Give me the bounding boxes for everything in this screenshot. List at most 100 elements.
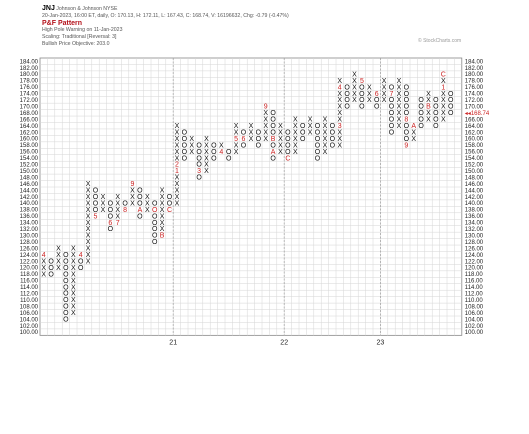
month-marker: 4 [338, 84, 342, 91]
x-box: X [263, 110, 268, 117]
o-box: O [78, 258, 84, 265]
month-marker: 5 [94, 213, 98, 220]
o-box: O [63, 258, 69, 265]
o-box: O [404, 123, 410, 130]
y-tick-label-left: 120.00 [20, 266, 39, 272]
x-box: X [293, 149, 298, 156]
x-box: X [382, 97, 387, 104]
x-box: X [56, 265, 61, 272]
o-box: O [256, 129, 262, 136]
x-box: X [86, 194, 91, 201]
x-box: X [175, 129, 180, 136]
o-box: O [359, 97, 365, 104]
y-tick-label-left: 146.00 [20, 182, 39, 188]
x-box: X [337, 136, 342, 143]
x-box: X [71, 246, 76, 253]
o-box: O [211, 149, 217, 156]
y-tick-label-right: 108.00 [465, 304, 484, 310]
o-box: O [448, 97, 454, 104]
o-box: O [63, 265, 69, 272]
y-tick-label-right: 128.00 [465, 240, 484, 246]
x-box: X [441, 110, 446, 117]
o-box: O [196, 149, 202, 156]
o-box: O [270, 142, 276, 149]
o-box: O [270, 155, 276, 162]
o-box: O [418, 117, 424, 124]
o-box: O [48, 258, 54, 265]
x-box: X [337, 142, 342, 149]
o-box: O [63, 271, 69, 278]
y-tick-label-left: 130.00 [20, 233, 39, 239]
x-box: X [337, 91, 342, 98]
y-tick-label-left: 170.00 [20, 104, 39, 110]
x-box: X [86, 246, 91, 253]
y-tick-label-right: 132.00 [465, 227, 484, 233]
x-box: X [293, 142, 298, 149]
x-box: X [382, 78, 387, 85]
x-box: X [367, 97, 372, 104]
x-box: X [441, 104, 446, 111]
x-box: X [397, 97, 402, 104]
x-box: X [130, 200, 135, 207]
month-marker: 8 [404, 117, 408, 124]
o-box: O [404, 110, 410, 117]
x-box: X [86, 188, 91, 195]
o-box: O [78, 265, 84, 272]
y-tick-label-right: 152.00 [465, 163, 484, 169]
o-box: O [167, 200, 173, 207]
o-box: O [315, 136, 321, 143]
x-box: X [308, 129, 313, 136]
x-box: X [337, 97, 342, 104]
x-box: X [160, 213, 165, 220]
x-box: X [160, 207, 165, 214]
y-tick-label-right: 180.00 [465, 72, 484, 78]
x-tick-label: 21 [169, 339, 177, 346]
x-box: X [145, 207, 150, 214]
x-box: X [323, 123, 328, 130]
x-box: X [278, 123, 283, 130]
x-box: X [323, 129, 328, 136]
x-box: X [175, 136, 180, 143]
y-tick-label-right: 122.00 [465, 259, 484, 265]
month-marker: C [167, 207, 172, 214]
month-marker: 9 [131, 181, 135, 188]
o-box: O [196, 175, 202, 182]
x-box: X [175, 194, 180, 201]
last-price-label: ◂◂168.74 [465, 111, 490, 117]
o-box: O [137, 213, 143, 220]
y-tick-label-right: 134.00 [465, 221, 484, 227]
x-box: X [56, 258, 61, 265]
y-tick-label-right: 164.00 [465, 124, 484, 130]
x-box: X [160, 200, 165, 207]
o-box: O [63, 284, 69, 291]
y-tick-label-right: 182.00 [465, 66, 484, 72]
o-box: O [344, 104, 350, 111]
o-box: O [182, 155, 188, 162]
x-box: X [337, 129, 342, 136]
x-box: X [234, 149, 239, 156]
y-tick-label-left: 140.00 [20, 201, 39, 207]
price-objective: Bullish Price Objective: 203.0 [42, 41, 110, 47]
x-box: X [426, 97, 431, 104]
o-box: O [93, 194, 99, 201]
y-tick-label-left: 158.00 [20, 143, 39, 149]
y-tick-label-left: 128.00 [20, 240, 39, 246]
x-box: X [86, 200, 91, 207]
o-box: O [63, 252, 69, 259]
y-tick-label-left: 104.00 [20, 317, 39, 323]
o-box: O [389, 97, 395, 104]
x-box: X [175, 175, 180, 182]
right-axis: 184.00182.00180.00178.00176.00174.00172.… [465, 59, 490, 336]
o-box: O [196, 162, 202, 169]
pattern-description: High Pole Warning on 11-Jan-2023 [42, 27, 123, 33]
o-box: O [330, 142, 336, 149]
y-tick-label-left: 150.00 [20, 169, 39, 175]
y-tick-label-right: 116.00 [465, 279, 484, 285]
y-tick-label-right: 150.00 [465, 169, 484, 175]
y-tick-label-left: 166.00 [20, 117, 39, 123]
x-box: X [145, 200, 150, 207]
o-box: O [63, 297, 69, 304]
x-box: X [426, 117, 431, 124]
o-box: O [418, 110, 424, 117]
y-tick-label-right: 104.00 [465, 317, 484, 323]
